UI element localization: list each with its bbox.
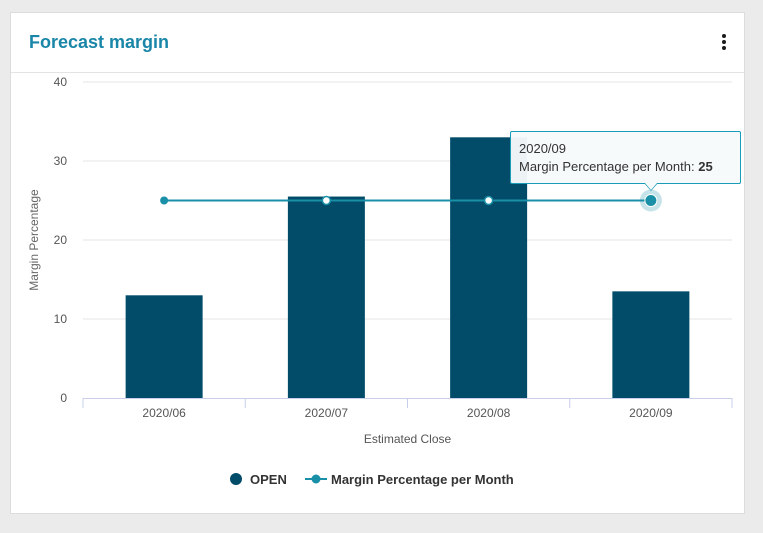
- legend-bar-marker[interactable]: [230, 473, 242, 485]
- tooltip-category: 2020/09: [519, 141, 566, 156]
- chart-tooltip: 2020/09 Margin Percentage per Month: 25: [510, 131, 741, 184]
- bar-2020-07[interactable]: [287, 196, 365, 398]
- tooltip-arrow-inner: [645, 183, 657, 190]
- bar-2020-06[interactable]: [125, 295, 203, 398]
- legend-line-dot[interactable]: [311, 474, 321, 484]
- tooltip-series-label: Margin Percentage per Month:: [519, 159, 695, 174]
- line-point[interactable]: [160, 196, 169, 205]
- line-point[interactable]: [321, 195, 332, 206]
- y-axis-title: Margin Percentage: [27, 189, 41, 291]
- line-point[interactable]: [483, 195, 494, 206]
- x-tick-label: 2020/06: [142, 406, 186, 420]
- y-tick-label: 10: [54, 312, 68, 326]
- forecast-margin-card: Forecast margin: [10, 12, 745, 514]
- legend-bar-label[interactable]: OPEN: [250, 472, 287, 487]
- y-tick-label: 30: [54, 154, 68, 168]
- tooltip-line: Margin Percentage per Month: 25: [519, 158, 740, 176]
- x-tick-label: 2020/07: [305, 406, 349, 420]
- legend-line-label[interactable]: Margin Percentage per Month: [331, 472, 514, 487]
- y-tick-label: 0: [60, 391, 67, 405]
- bar-2020-09[interactable]: [612, 291, 690, 398]
- x-axis-title: Estimated Close: [364, 432, 452, 446]
- card-header: Forecast margin: [11, 13, 744, 73]
- tooltip-value: 25: [698, 159, 713, 174]
- line-point-highlighted[interactable]: [644, 194, 658, 207]
- y-tick-label: 20: [54, 233, 68, 247]
- more-options-icon[interactable]: [716, 32, 732, 54]
- x-tick-label: 2020/09: [629, 406, 673, 420]
- y-tick-label: 40: [54, 75, 68, 89]
- card-title: Forecast margin: [29, 32, 170, 52]
- x-tick-label: 2020/08: [467, 406, 511, 420]
